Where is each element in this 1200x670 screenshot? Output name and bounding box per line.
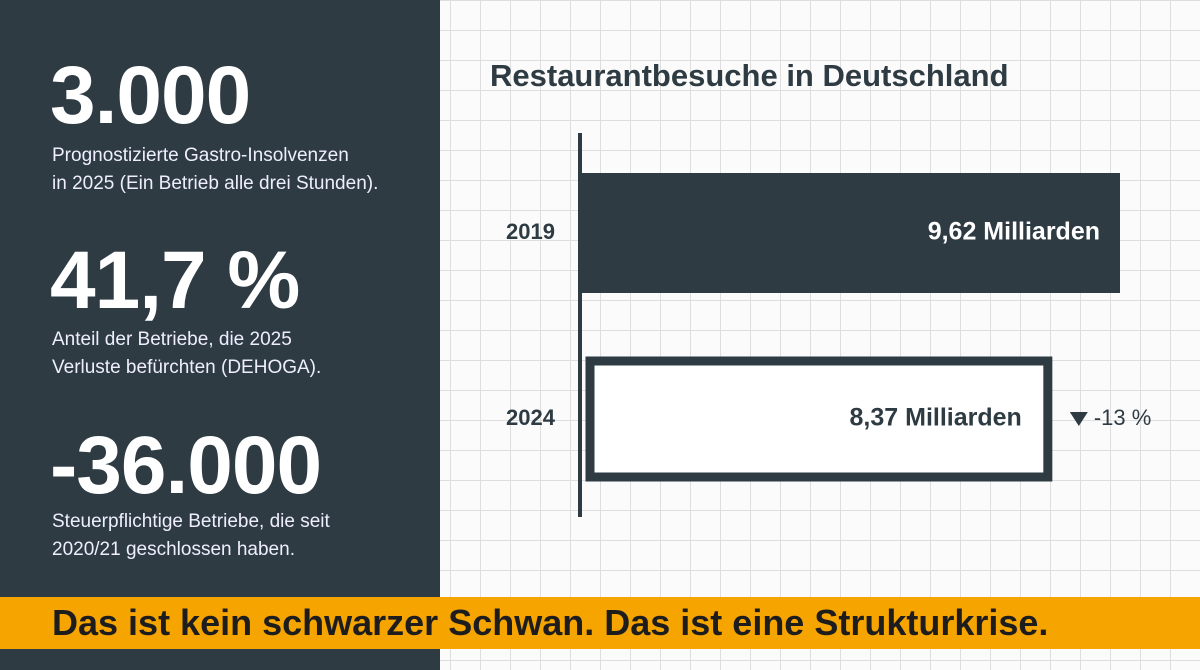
line: Prognostizierte Gastro-Insolvenzen <box>52 145 349 166</box>
stat-value: 41,7 % <box>50 235 300 326</box>
chart-title: Restaurantbesuche in Deutschland <box>490 58 1009 93</box>
chart: Restaurantbesuche in Deutschland 2019 9,6… <box>490 58 1151 517</box>
stat-value: -36.000 <box>50 420 322 511</box>
bar <box>585 356 1053 482</box>
annotation: -13 % <box>1094 405 1151 430</box>
category-label: 2024 <box>506 405 556 430</box>
bar <box>580 173 1120 293</box>
stat-text: Prognostizierte Gastro-Insolvenzen in 202… <box>52 142 378 198</box>
stats-panel: 3.000 Prognostizierte Gastro-Insolvenzen… <box>0 0 440 670</box>
down-arrow <box>1069 412 1088 426</box>
stat-text: Anteil der Betriebe, die 2025 Verluste be… <box>52 326 321 382</box>
line: in 2025 (Ein Betrieb alle drei Stunden). <box>52 173 379 194</box>
line: Anteil der Betriebe, die 2025 <box>52 329 292 350</box>
line: Steuerpflichtige Betriebe, die seit <box>52 511 330 532</box>
value-label: 9,62 Milliarden <box>928 218 1100 246</box>
stat-value: 3.000 <box>50 50 251 141</box>
line: Verluste befürchten (DEHOGA). <box>52 357 322 378</box>
banner: Das ist kein schwarzer Schwan. Das ist e… <box>0 597 1200 649</box>
line: 2020/21 geschlossen haben. <box>52 539 295 560</box>
stat-text: Steuerpflichtige Betriebe, die seit 2020/… <box>52 508 330 564</box>
category-label: 2019 <box>506 219 555 244</box>
value-label: 8,37 Milliarden <box>850 404 1022 432</box>
